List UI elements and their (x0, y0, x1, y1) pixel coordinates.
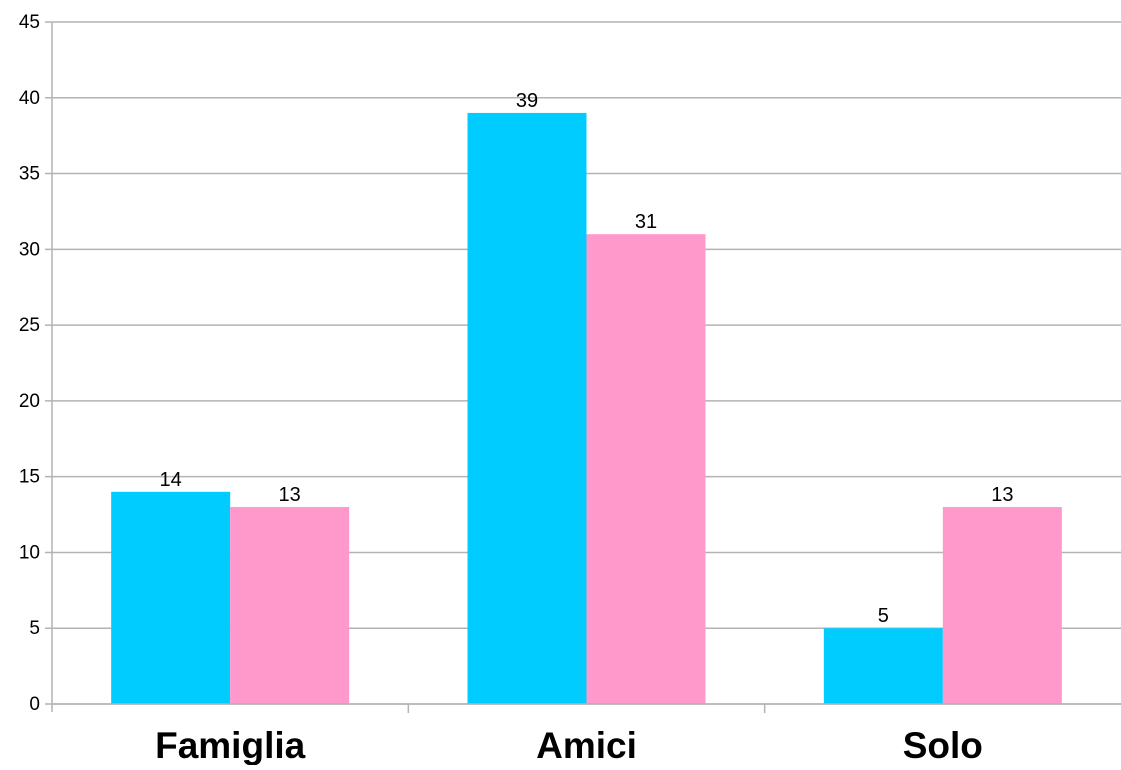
bar-famiglia-series-1 (111, 491, 231, 704)
data-label: 39 (516, 90, 538, 112)
y-tick-label: 15 (19, 467, 40, 488)
y-tick-label: 25 (19, 315, 40, 336)
data-label: 13 (279, 484, 301, 506)
y-tick-label: 45 (19, 12, 40, 33)
data-label: 31 (635, 211, 657, 233)
y-tick-label: 40 (19, 88, 40, 109)
y-tick-label: 20 (19, 391, 40, 412)
data-label: 5 (878, 605, 889, 627)
bars (111, 112, 1062, 704)
bar-amici-series-1 (467, 112, 587, 704)
bar-solo-series-2 (942, 506, 1062, 704)
bar-famiglia-series-2 (230, 506, 350, 704)
y-tick-label: 5 (29, 618, 40, 639)
axes (51, 22, 1121, 713)
y-tick-label: 10 (19, 542, 40, 563)
y-tick-label: 35 (19, 164, 40, 185)
y-tick-label: 30 (19, 239, 40, 260)
x-category-label: Famiglia (155, 725, 306, 765)
data-label: 14 (160, 469, 182, 491)
bar-amici-series-2 (586, 234, 706, 704)
labels: 0 5 10 15 20 25 30 35 40 45 14 13 Famiglia 39 31 Amici 5… (19, 12, 1014, 766)
bar-solo-series-1 (823, 628, 943, 704)
data-label: 13 (991, 484, 1013, 506)
y-tick-label: 0 (29, 694, 40, 715)
x-category-label: Amici (536, 725, 637, 765)
x-category-label: Solo (903, 725, 983, 765)
